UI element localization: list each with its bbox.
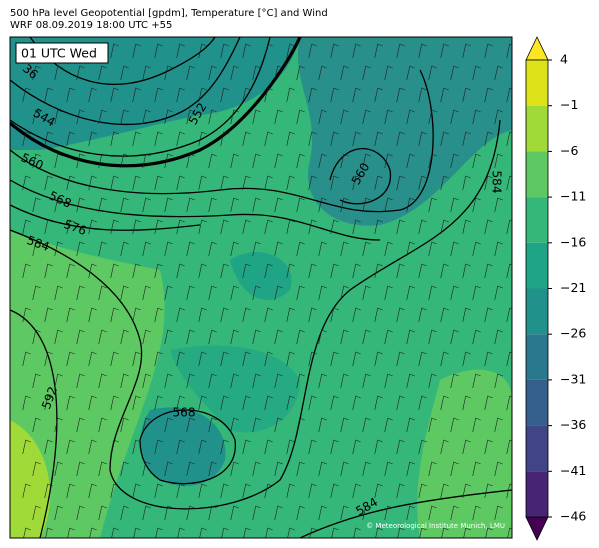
contour-label: 584	[490, 171, 504, 194]
colorbar-band	[526, 471, 548, 517]
colorbar-band	[526, 379, 548, 426]
colorbar-band	[526, 242, 548, 289]
subtitle: WRF 08.09.2019 18:00 UTC +55	[10, 20, 172, 31]
colorbar-tick-label: −6	[560, 143, 578, 158]
colorbar-tick-label: 4	[560, 52, 568, 67]
colorbar-tick-label: −21	[560, 280, 586, 295]
colorbar: 4 −1 −6 −11 −16 −21 −26 −31 −36 −41 −46	[525, 36, 586, 541]
colorbar-tick-label: −36	[560, 417, 586, 432]
colorbar-band	[526, 334, 548, 380]
colorbar-top	[525, 36, 549, 61]
colorbar-bottom	[525, 516, 549, 541]
colorbar-tick-label: −26	[560, 326, 586, 341]
colorbar-band	[526, 105, 548, 152]
colorbar-band	[526, 197, 548, 243]
colorbar-tick-label: −41	[560, 463, 586, 478]
title: 500 hPa level Geopotential [gpdm], Tempe…	[10, 8, 328, 19]
contour-label: 568	[173, 406, 196, 420]
credit: © Meteorological Institute Munich, LMU	[366, 522, 505, 530]
colorbar-tick-label: −46	[560, 509, 586, 524]
colorbar-tick-label: −11	[560, 189, 586, 204]
colorbar-band	[526, 425, 548, 472]
map-frame	[9, 36, 513, 539]
colorbar-tick-label: −1	[560, 97, 578, 112]
colorbar-tick-label: −16	[560, 234, 586, 249]
colorbar-tick-label: −31	[560, 371, 586, 386]
colorbar-band	[526, 151, 548, 198]
colorbar-band	[526, 60, 548, 106]
time-label: 01 UTC Wed	[21, 46, 97, 61]
colorbar-band	[526, 288, 548, 335]
